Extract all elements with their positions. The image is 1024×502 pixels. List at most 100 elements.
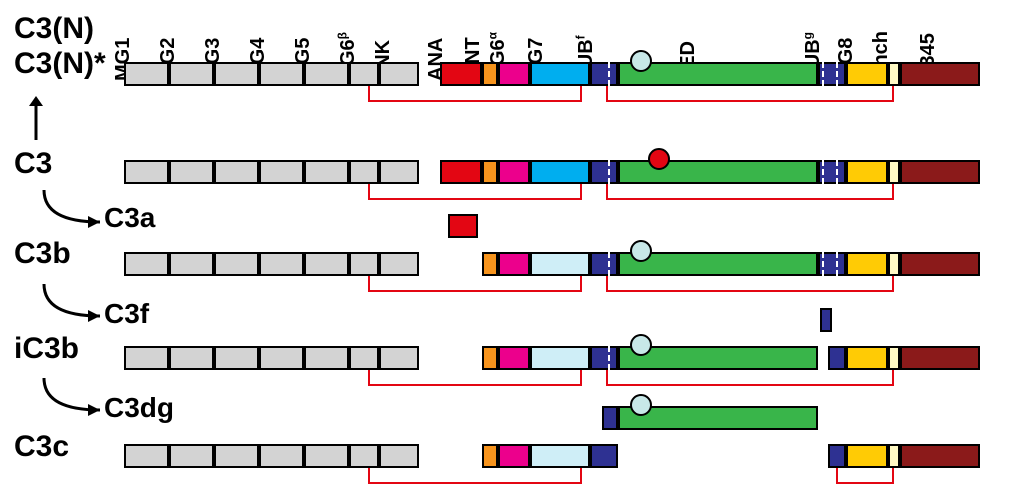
domain-segment (379, 346, 419, 370)
dashed-divider (608, 160, 610, 184)
domain-segment (590, 62, 618, 86)
dashed-divider (608, 252, 610, 276)
fragment-segment (602, 406, 618, 430)
dashed-divider (836, 62, 838, 86)
domain-segment (304, 252, 349, 276)
domain-segment (482, 346, 498, 370)
domain-segment (214, 346, 259, 370)
domain-segment (214, 62, 259, 86)
domain-segment (259, 160, 304, 184)
domain-segment (169, 160, 214, 184)
row-label: C3(N) (14, 12, 94, 46)
domain-segment (590, 252, 618, 276)
domain-segment (888, 444, 900, 468)
domain-segment (124, 444, 169, 468)
domain-segment (590, 160, 618, 184)
domain-segment (828, 346, 846, 370)
row-label: C3dg (104, 392, 174, 424)
arrow-curve-icon (34, 274, 110, 326)
domain-segment (214, 160, 259, 184)
domain-segment (846, 346, 888, 370)
domain-segment (259, 346, 304, 370)
thioester-circle (630, 240, 652, 262)
domain-segment (900, 346, 980, 370)
domain-segment (530, 252, 590, 276)
domain-segment (259, 252, 304, 276)
domain-segment (379, 252, 419, 276)
domain-segment (259, 62, 304, 86)
domain-segment (349, 62, 379, 86)
domain-segment (304, 444, 349, 468)
dashed-divider (822, 252, 824, 276)
thioester-circle (648, 148, 670, 170)
domain-segment (169, 444, 214, 468)
domain-segment (169, 346, 214, 370)
domain-segment (304, 160, 349, 184)
domain-segment (888, 62, 900, 86)
domain-segment (618, 160, 818, 184)
domain-segment (828, 444, 846, 468)
row-label: C3(N)* (14, 47, 106, 81)
fragment-block (448, 214, 478, 238)
row-label: C3 (14, 147, 52, 181)
dashed-divider (608, 62, 610, 86)
domain-segment (590, 444, 618, 468)
domain-segment (349, 444, 379, 468)
domain-segment (846, 444, 888, 468)
domain-segment (888, 252, 900, 276)
thioester-circle (630, 394, 652, 416)
domain-segment (124, 252, 169, 276)
domain-segment (482, 444, 498, 468)
domain-segment (846, 252, 888, 276)
domain-segment (846, 160, 888, 184)
row-label: C3b (14, 237, 71, 271)
domain-segment (304, 346, 349, 370)
domain-segment (530, 444, 590, 468)
dashed-divider (822, 160, 824, 184)
domain-segment (888, 160, 900, 184)
domain-segment (530, 62, 590, 86)
dashed-divider (836, 252, 838, 276)
row-label: C3a (104, 202, 155, 234)
domain-segment (530, 346, 590, 370)
fragment-block (820, 308, 832, 332)
row-label: C3f (104, 298, 149, 330)
domain-segment (379, 62, 419, 86)
domain-segment (349, 346, 379, 370)
arrow-curve-icon (34, 368, 110, 420)
arrow-up-icon (26, 96, 46, 144)
dashed-divider (836, 160, 838, 184)
row-label: C3c (14, 430, 69, 464)
arrow-curve-icon (34, 180, 110, 232)
dashed-divider (608, 346, 610, 370)
domain-segment (169, 62, 214, 86)
domain-segment (214, 252, 259, 276)
domain-segment (498, 346, 530, 370)
domain-segment (349, 160, 379, 184)
domain-segment (124, 62, 169, 86)
domain-segment (590, 346, 618, 370)
domain-segment (900, 444, 980, 468)
domain-segment (379, 160, 419, 184)
domain-segment (259, 444, 304, 468)
domain-segment (349, 252, 379, 276)
domain-segment (124, 160, 169, 184)
domain-segment (482, 160, 498, 184)
row-label: iC3b (14, 332, 79, 366)
dashed-divider (822, 62, 824, 86)
domain-segment (440, 160, 482, 184)
domain-segment (846, 62, 888, 86)
domain-segment (124, 346, 169, 370)
domain-segment (498, 444, 530, 468)
domain-segment (530, 160, 590, 184)
domain-segment (498, 252, 530, 276)
domain-segment (169, 252, 214, 276)
domain-segment (304, 62, 349, 86)
domain-segment (900, 160, 980, 184)
thioester-circle (630, 50, 652, 72)
domain-segment (379, 444, 419, 468)
domain-segment (498, 62, 530, 86)
domain-segment (482, 62, 498, 86)
domain-segment (498, 160, 530, 184)
domain-segment (482, 252, 498, 276)
